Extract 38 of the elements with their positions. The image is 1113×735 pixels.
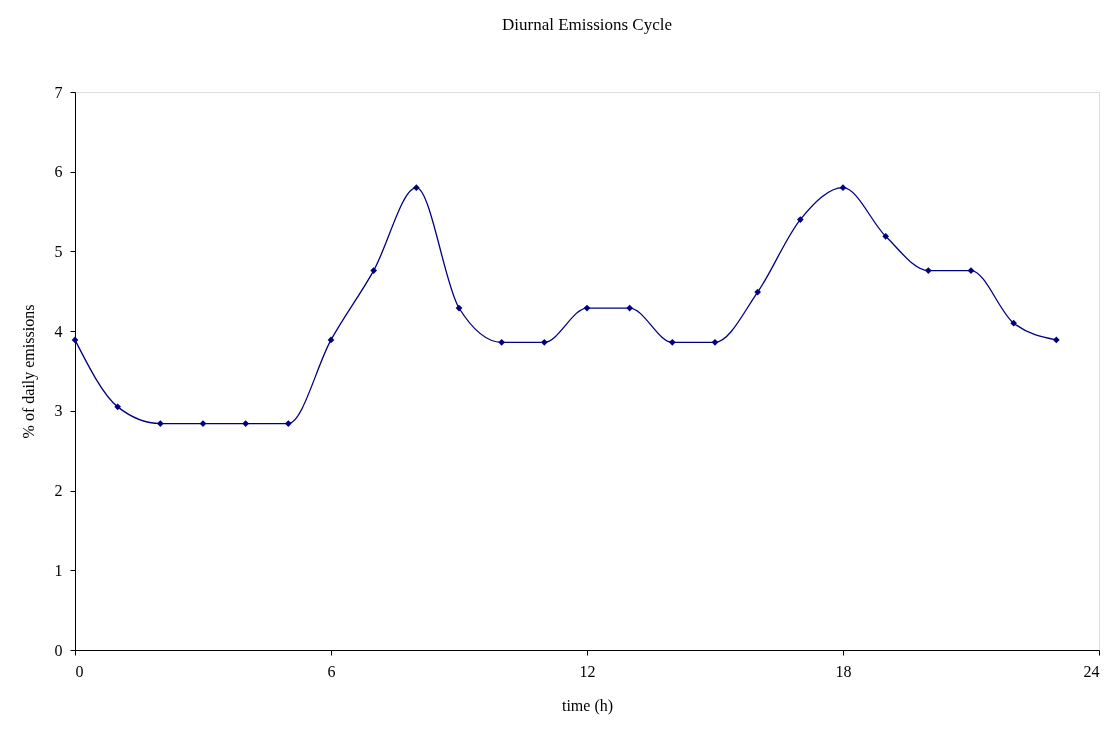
point [242,420,250,427]
x-tick-label: 6 [327,662,336,680]
point [498,338,506,346]
point [882,232,890,240]
y-tick-label: 0 [54,641,63,659]
point [284,420,292,427]
point [626,304,634,312]
point [711,338,719,346]
point [754,288,762,296]
y-tick-label: 3 [54,402,63,420]
y-tick-label: 7 [54,83,63,101]
point [796,216,804,223]
point [1010,319,1018,327]
point [455,304,463,312]
point [839,184,847,192]
y-tick-label: 2 [54,482,63,500]
x-tick-label: 18 [835,662,852,680]
point [540,338,548,346]
point [327,336,335,344]
x-tick-label: 24 [1083,662,1100,680]
point [156,420,164,427]
y-tick-label: 1 [54,561,63,579]
x-tick-label: 12 [579,662,596,680]
point [924,267,932,274]
point [370,267,378,274]
point [412,184,420,192]
chart-title: Diurnal Emissions Cycle [502,15,672,34]
y-axis-title: % of daily emissions [19,304,38,439]
point [71,336,79,344]
y-tick-label: 4 [54,322,63,340]
point [114,403,122,411]
y-tick-label: 6 [54,163,63,181]
point [668,338,676,346]
point [1052,336,1060,344]
x-axis-title: time (h) [561,696,614,715]
point [583,304,591,312]
x-tick-label: 0 [75,662,84,680]
y-tick-label: 5 [54,242,63,260]
